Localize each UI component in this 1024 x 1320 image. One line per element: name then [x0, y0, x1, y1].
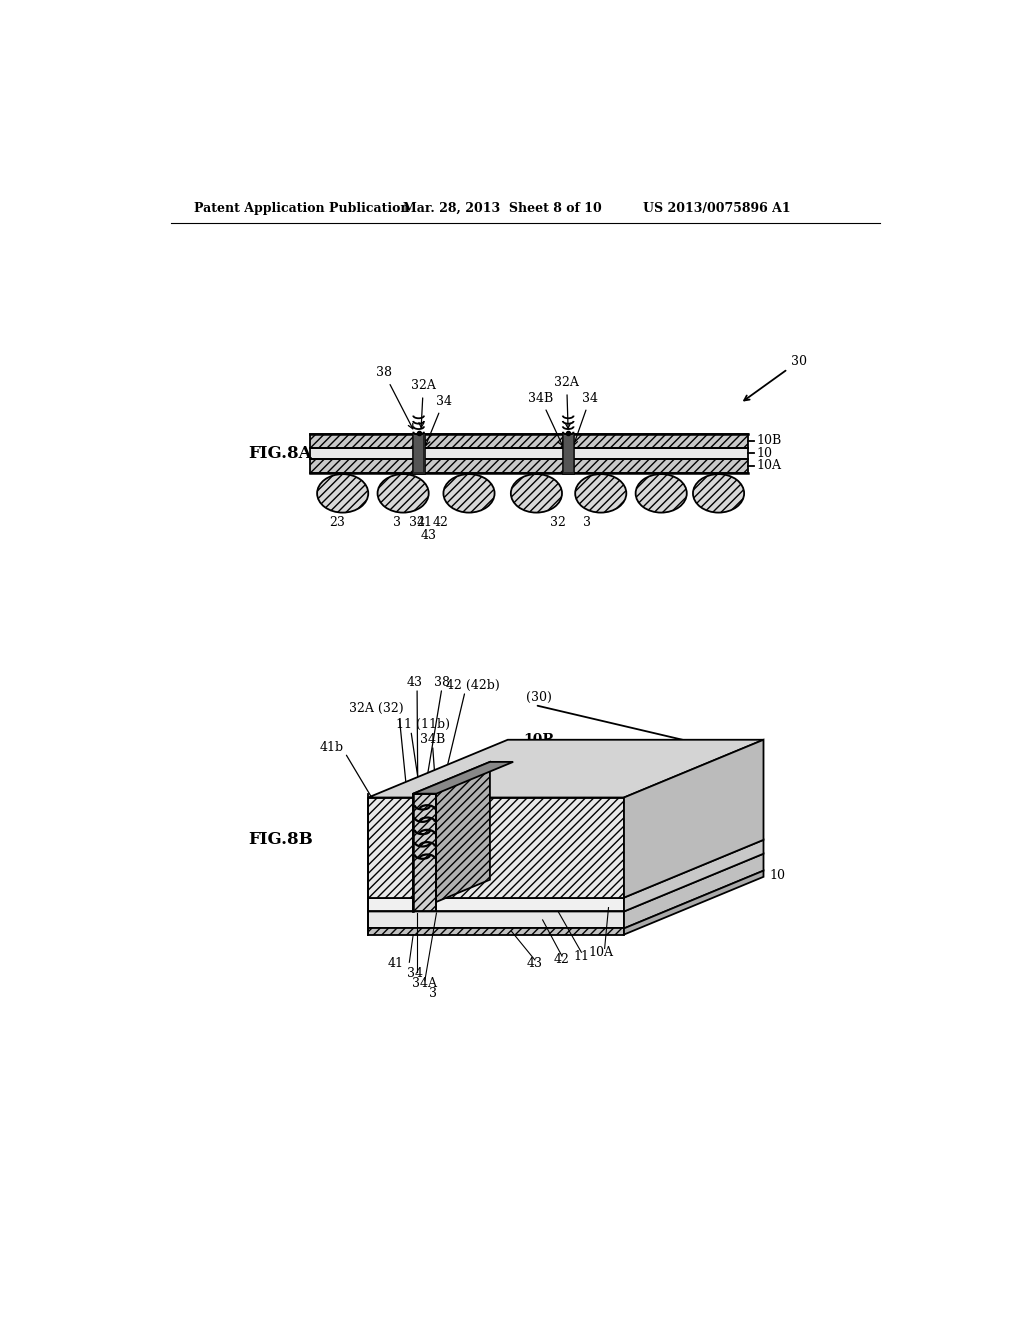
Text: 32: 32	[409, 516, 424, 529]
Text: 43: 43	[421, 529, 436, 541]
Text: 10B: 10B	[523, 733, 554, 747]
Text: 32A (32): 32A (32)	[349, 702, 403, 715]
Polygon shape	[624, 840, 764, 911]
Text: 41: 41	[417, 516, 433, 529]
Text: 3: 3	[583, 516, 591, 529]
Polygon shape	[369, 840, 764, 898]
Text: FIG.8A: FIG.8A	[248, 445, 311, 462]
Polygon shape	[369, 898, 624, 911]
Polygon shape	[369, 797, 624, 898]
Text: 10B: 10B	[757, 434, 781, 447]
Text: 3: 3	[429, 986, 436, 999]
Text: US 2013/0075896 A1: US 2013/0075896 A1	[643, 202, 791, 215]
Text: 32A: 32A	[411, 379, 436, 428]
Polygon shape	[624, 854, 764, 928]
Ellipse shape	[378, 474, 429, 512]
Text: 10: 10	[757, 446, 772, 459]
Text: 43: 43	[527, 957, 543, 970]
Text: 10A: 10A	[757, 459, 781, 473]
Text: 30: 30	[744, 355, 807, 400]
Text: 42: 42	[554, 953, 570, 966]
Bar	[310, 447, 748, 459]
Text: 42: 42	[432, 516, 449, 529]
Bar	[563, 434, 572, 471]
Bar	[413, 433, 425, 474]
Text: 38: 38	[376, 367, 413, 429]
Polygon shape	[414, 762, 513, 793]
Text: 23: 23	[330, 516, 345, 529]
Ellipse shape	[636, 474, 687, 512]
Bar	[310, 459, 748, 473]
Text: 10: 10	[770, 869, 785, 882]
Polygon shape	[414, 762, 489, 911]
Text: 11 (11b): 11 (11b)	[395, 718, 450, 731]
Text: 38: 38	[434, 676, 450, 689]
Polygon shape	[414, 793, 436, 911]
Text: 34: 34	[425, 395, 452, 446]
Polygon shape	[369, 928, 624, 935]
Text: FIG.8B: FIG.8B	[248, 832, 313, 849]
Text: 34A: 34A	[413, 977, 437, 990]
Ellipse shape	[317, 474, 369, 512]
Text: 34B: 34B	[528, 392, 563, 446]
Text: 10A: 10A	[588, 945, 613, 958]
Ellipse shape	[511, 474, 562, 512]
Polygon shape	[624, 871, 764, 935]
Text: 3: 3	[393, 516, 401, 529]
Text: 32: 32	[550, 516, 566, 529]
Ellipse shape	[693, 474, 744, 512]
Text: 11: 11	[573, 949, 590, 962]
Polygon shape	[369, 739, 764, 797]
Text: Mar. 28, 2013  Sheet 8 of 10: Mar. 28, 2013 Sheet 8 of 10	[403, 202, 602, 215]
Bar	[414, 434, 423, 471]
Polygon shape	[369, 854, 764, 911]
Bar	[562, 433, 574, 474]
Text: 41b: 41b	[319, 741, 343, 754]
Text: 43: 43	[407, 676, 423, 689]
Ellipse shape	[575, 474, 627, 512]
Text: 41: 41	[388, 957, 403, 970]
Ellipse shape	[443, 474, 495, 512]
Text: Patent Application Publication: Patent Application Publication	[194, 202, 410, 215]
Text: 32A: 32A	[554, 376, 580, 429]
Text: (30): (30)	[525, 690, 552, 704]
Polygon shape	[369, 911, 624, 928]
Polygon shape	[624, 739, 764, 898]
Text: 42 (42b): 42 (42b)	[446, 680, 500, 693]
Text: 34: 34	[572, 392, 598, 446]
Text: 34: 34	[407, 966, 423, 979]
Text: 34B: 34B	[420, 733, 445, 746]
Bar	[310, 434, 748, 447]
